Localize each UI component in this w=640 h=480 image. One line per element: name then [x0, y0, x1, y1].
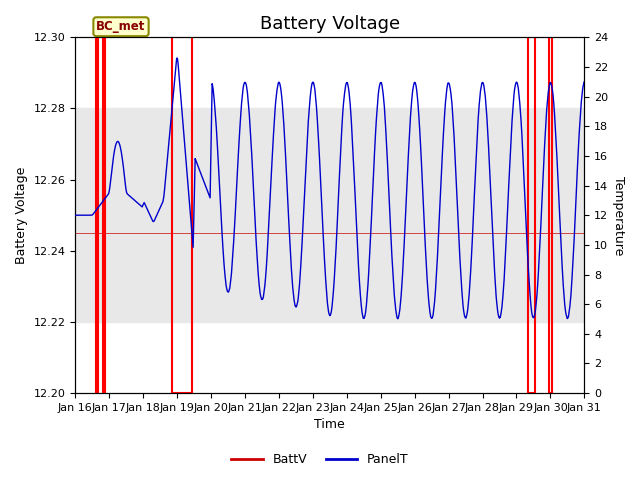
Y-axis label: Temperature: Temperature [612, 176, 625, 255]
Bar [548, 37, 552, 393]
Bar [96, 37, 99, 393]
Bar [172, 37, 193, 393]
Bar [529, 37, 535, 393]
X-axis label: Time: Time [314, 419, 345, 432]
Bar [103, 37, 105, 393]
Text: BC_met: BC_met [96, 20, 146, 33]
Legend: BattV, PanelT: BattV, PanelT [227, 448, 413, 471]
Y-axis label: Battery Voltage: Battery Voltage [15, 167, 28, 264]
Bar [76, 108, 584, 322]
Title: Battery Voltage: Battery Voltage [260, 15, 400, 33]
